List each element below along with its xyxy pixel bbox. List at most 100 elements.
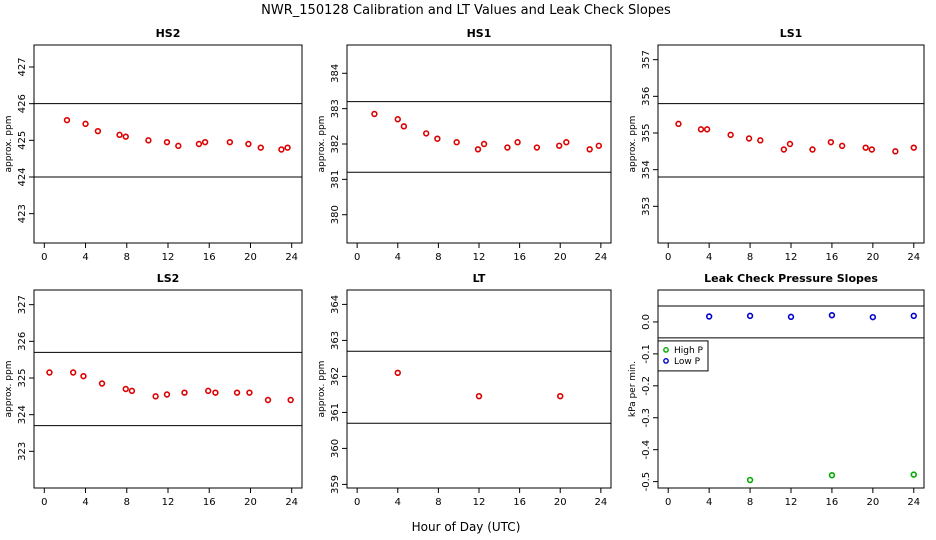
data-point — [595, 142, 603, 149]
plot-frame — [346, 44, 612, 244]
data-point — [116, 131, 123, 139]
data-point — [152, 393, 159, 400]
data-point — [786, 140, 794, 148]
legend-label: High P — [674, 346, 704, 356]
data-point — [838, 142, 846, 150]
panel-1: HS2 0 4 8 12 16 20 24 423 424 425 426 427 approx. ppm — [4, 27, 303, 263]
y-tick-label: 0.0 — [641, 314, 652, 330]
data-point — [514, 139, 521, 146]
y-tick-label: 362 — [330, 367, 341, 386]
x-tick-label: 16 — [513, 497, 526, 508]
y-tick-label: 424 — [17, 167, 28, 186]
panel-4: LS2 0 4 8 12 16 20 24 323 324 325 326 327 approx. ppm — [4, 272, 303, 508]
y-tick-label: 363 — [330, 331, 341, 350]
x-tick-label: 8 — [124, 497, 130, 508]
plot-frame — [657, 44, 925, 244]
x-tick-label: 20 — [554, 497, 567, 508]
x-tick-label: 8 — [747, 497, 753, 508]
data-point — [278, 146, 285, 153]
data-point — [910, 471, 917, 478]
y-tick-label: 326 — [17, 332, 28, 351]
x-tick-label: 12 — [473, 497, 486, 508]
data-point — [556, 142, 563, 149]
data-point — [394, 369, 401, 376]
data-point — [675, 120, 682, 128]
data-point — [246, 389, 253, 396]
data-point — [63, 116, 71, 124]
data-point — [787, 313, 795, 321]
y-tick-label: 361 — [330, 403, 341, 422]
y-tick-label: 383 — [330, 99, 341, 118]
data-point — [746, 312, 754, 320]
x-tick-label: 0 — [41, 252, 47, 263]
data-point — [94, 127, 102, 135]
x-axis-title: Hour of Day (UTC) — [412, 520, 521, 534]
data-point — [910, 144, 917, 151]
x-tick-label: 4 — [706, 497, 712, 508]
x-tick-label: 24 — [907, 497, 920, 508]
x-tick-label: 8 — [435, 497, 441, 508]
data-point — [705, 313, 713, 320]
data-point — [195, 140, 203, 148]
data-point — [910, 312, 917, 320]
x-tick-label: 16 — [203, 497, 216, 508]
panel-title: HS1 — [467, 27, 492, 40]
x-tick-label: 16 — [826, 252, 839, 263]
y-tick-label: -0.4 — [641, 440, 652, 460]
x-tick-label: 12 — [785, 497, 798, 508]
data-point — [201, 138, 209, 146]
data-point — [809, 146, 816, 153]
x-tick-label: 0 — [665, 252, 671, 263]
y-tick-label: 427 — [17, 57, 28, 76]
panel-3: LS1 0 4 8 12 16 20 24 353 354 355 356 357 approx. ppm — [628, 27, 925, 263]
y-tick-label: 423 — [17, 204, 28, 223]
data-point — [233, 389, 241, 396]
panel-6: Leak Check Pressure Slopes 0 4 8 12 16 20 24 -0.… — [628, 272, 925, 508]
x-tick-label: 16 — [203, 252, 216, 263]
data-point — [400, 123, 408, 130]
data-point — [264, 396, 272, 404]
x-tick-label: 20 — [866, 252, 879, 263]
y-tick-label: 327 — [17, 295, 28, 314]
x-tick-label: 4 — [82, 252, 88, 263]
data-point — [371, 110, 378, 118]
y-axis-label: approx. ppm — [4, 361, 14, 418]
y-tick-label: -0.1 — [641, 344, 652, 364]
x-tick-label: 20 — [554, 252, 567, 263]
panel-title: HS2 — [156, 27, 181, 40]
y-axis-label: approx. ppm — [628, 116, 638, 173]
data-point — [163, 138, 171, 146]
panel-title: Leak Check Pressure Slopes — [704, 272, 878, 285]
figure-title: NWR_150128 Calibration and LT Values and… — [261, 3, 671, 18]
panel-2: HS1 0 4 8 12 16 20 24 380 381 382 383 384 approx. ppm — [317, 27, 612, 263]
x-tick-label: 8 — [124, 252, 130, 263]
data-point — [181, 389, 188, 396]
legend-marker — [663, 347, 669, 353]
x-tick-label: 0 — [41, 497, 47, 508]
x-tick-label: 20 — [244, 497, 257, 508]
data-point — [122, 133, 129, 140]
data-point — [453, 139, 460, 146]
x-tick-label: 4 — [706, 252, 712, 263]
x-tick-label: 8 — [747, 252, 753, 263]
data-point — [557, 393, 564, 400]
data-point — [205, 387, 212, 395]
legend-box — [657, 340, 709, 372]
y-tick-label: 354 — [641, 160, 652, 179]
x-tick-label: 0 — [354, 252, 360, 263]
y-tick-label: 426 — [17, 94, 28, 113]
y-tick-label: -0.5 — [641, 472, 652, 492]
legend-label: Low P — [674, 357, 701, 367]
x-tick-label: 20 — [866, 497, 879, 508]
y-tick-label: 380 — [330, 205, 341, 224]
y-tick-label: 381 — [330, 170, 341, 189]
y-tick-label: 325 — [17, 368, 28, 387]
data-point — [46, 369, 53, 376]
data-point — [82, 120, 89, 128]
legend-marker — [663, 358, 669, 364]
x-tick-label: 24 — [907, 252, 920, 263]
data-point — [394, 116, 401, 123]
data-point — [563, 139, 570, 146]
y-tick-label: 425 — [17, 131, 28, 150]
